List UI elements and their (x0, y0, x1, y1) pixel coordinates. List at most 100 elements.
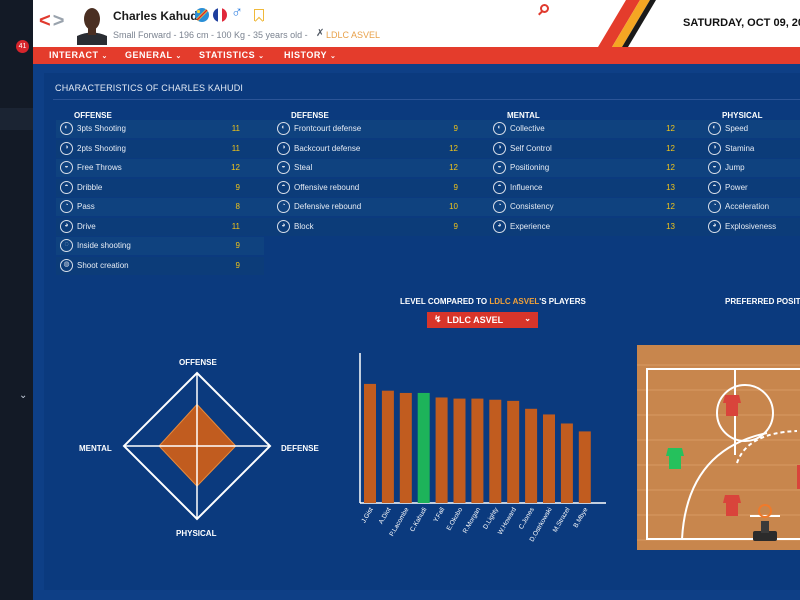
bar-label: E.Okobo (446, 506, 465, 532)
attribute-icon: ◓ (493, 180, 506, 194)
attribute-icon: ◕ (708, 219, 721, 233)
player-info: Small Forward - 196 cm - 100 Kg - 35 yea… (113, 30, 308, 40)
attribute-icon: ◓ (60, 180, 73, 194)
radar-label-defense: DEFENSE (281, 444, 319, 453)
attribute-row-bg (56, 217, 800, 236)
bar-b-mbye (578, 431, 591, 503)
bar-label: Y.Fall (432, 506, 446, 524)
bar-c-kahudi (417, 392, 430, 503)
radar-chart (122, 371, 272, 521)
attribute-value: 12 (666, 143, 675, 153)
attribute-name: Backcourt defense (294, 143, 361, 153)
attribute-value: 9 (453, 124, 458, 133)
attribute-value: 9 (235, 182, 240, 192)
search-icon[interactable] (540, 4, 549, 13)
attribute-name: Free Throws (77, 163, 122, 172)
attribute-name: Self Control (510, 143, 552, 153)
column-header-mental: MENTAL (507, 111, 540, 120)
attribute-icon: ◌ (60, 239, 73, 252)
attribute-icon: ◔ (493, 200, 506, 213)
menu-label: INTERACT (49, 50, 99, 60)
header-stripes (598, 0, 656, 47)
nav-arrows: < > (39, 11, 64, 31)
attribute-name: Frontcourt defense (294, 124, 362, 133)
avatar (77, 2, 107, 45)
attribute-row-bg (56, 120, 800, 138)
attribute-icon: ◔ (277, 200, 290, 213)
level-title-team: LDLC ASVEL (489, 297, 540, 306)
team-logo-icon: ↯ (434, 314, 442, 324)
bar-p-lacombe (399, 392, 412, 503)
attribute-value: 13 (666, 221, 675, 231)
team-select-value: LDLC ASVEL (447, 315, 504, 325)
sidebar-item[interactable] (0, 108, 33, 130)
bar-label: A.Diot (378, 506, 393, 525)
menu-statistics[interactable]: STATISTICS ⌄ (199, 50, 265, 60)
attribute-icon: ◐ (60, 122, 73, 135)
attribute-value: 11 (231, 221, 240, 231)
current-date: SATURDAY, OCT 09, 2021 (683, 17, 800, 29)
attribute-value: 13 (666, 182, 675, 192)
attribute-name: Acceleration (725, 202, 770, 211)
attribute-name: Speed (725, 124, 749, 133)
bookmark-icon[interactable] (254, 9, 264, 21)
bar-label: B.Mbye (572, 506, 589, 529)
attribute-row-bg (56, 139, 800, 158)
bar-j-gist (364, 383, 376, 503)
attribute-name: 2pts Shooting (77, 143, 126, 153)
chevron-left-icon[interactable]: < (39, 10, 51, 32)
attribute-name: Inside shooting (77, 241, 131, 250)
attribute-value: 8 (235, 202, 240, 211)
court-floor (637, 345, 800, 550)
attribute-icon: ◐ (708, 122, 721, 135)
menu-history[interactable]: HISTORY ⌄ (284, 50, 336, 60)
radar-label-offense: OFFENSE (179, 358, 217, 367)
attribute-name: Power (725, 182, 748, 192)
bar-label: C.Kahudi (409, 507, 428, 534)
radar-label-physical: PHYSICAL (176, 529, 217, 538)
attribute-value: 12 (666, 163, 675, 172)
attribute-row-bg (56, 178, 800, 197)
attribute-icon: ◔ (708, 200, 721, 213)
attribute-name: Consistency (510, 202, 554, 211)
chevron-down-icon[interactable]: ⌄ (19, 390, 28, 401)
position-marker-center (797, 465, 800, 489)
attribute-value: 12 (231, 163, 240, 172)
court-lines (646, 368, 800, 540)
notification-badge[interactable]: 41 (16, 40, 29, 53)
team-select[interactable]: ↯ LDLC ASVEL ⌄ (427, 312, 538, 328)
menu-general[interactable]: GENERAL ⌄ (125, 50, 182, 60)
attribute-name: Drive (77, 221, 96, 231)
attribute-value: 9 (453, 221, 458, 231)
attribute-icon: ◐ (493, 122, 506, 135)
attribute-name: Stamina (725, 143, 755, 153)
attribute-icon: ◑ (60, 141, 73, 155)
chevron-down-icon: ⌄ (330, 53, 337, 60)
bar-r-morgan (471, 398, 484, 503)
column-header-defense: DEFENSE (291, 111, 329, 120)
attribute-name: 3pts Shooting (77, 124, 126, 133)
divider (53, 99, 800, 100)
chevron-right-icon[interactable]: > (52, 10, 65, 32)
attribute-value: 12 (449, 163, 458, 172)
attribute-name: Steal (294, 163, 313, 172)
position-marker-shooting-guard (723, 495, 741, 516)
attribute-value: 12 (666, 124, 675, 133)
attribute-icon: ◕ (277, 219, 290, 233)
attribute-value: 9 (235, 260, 240, 270)
position-marker-small-forward (666, 448, 684, 469)
radar-label-mental: MENTAL (79, 444, 112, 453)
attribute-icon: ◑ (493, 141, 506, 155)
attribute-name: Dribble (77, 182, 103, 192)
drc-flag-icon (195, 8, 209, 22)
attribute-row-bg (56, 159, 800, 177)
bar-label: M.Strazel (552, 506, 572, 534)
team-link[interactable]: LDLC ASVEL (326, 30, 381, 40)
chevron-down-icon: ⌄ (258, 53, 265, 60)
attribute-name: Collective (510, 124, 545, 133)
column-header-offense: OFFENSE (74, 111, 112, 120)
court-hoop (750, 504, 780, 541)
menu-interact[interactable]: INTERACT ⌄ (49, 50, 108, 60)
attribute-value: 9 (235, 241, 240, 250)
attribute-name: Shoot creation (77, 260, 129, 270)
